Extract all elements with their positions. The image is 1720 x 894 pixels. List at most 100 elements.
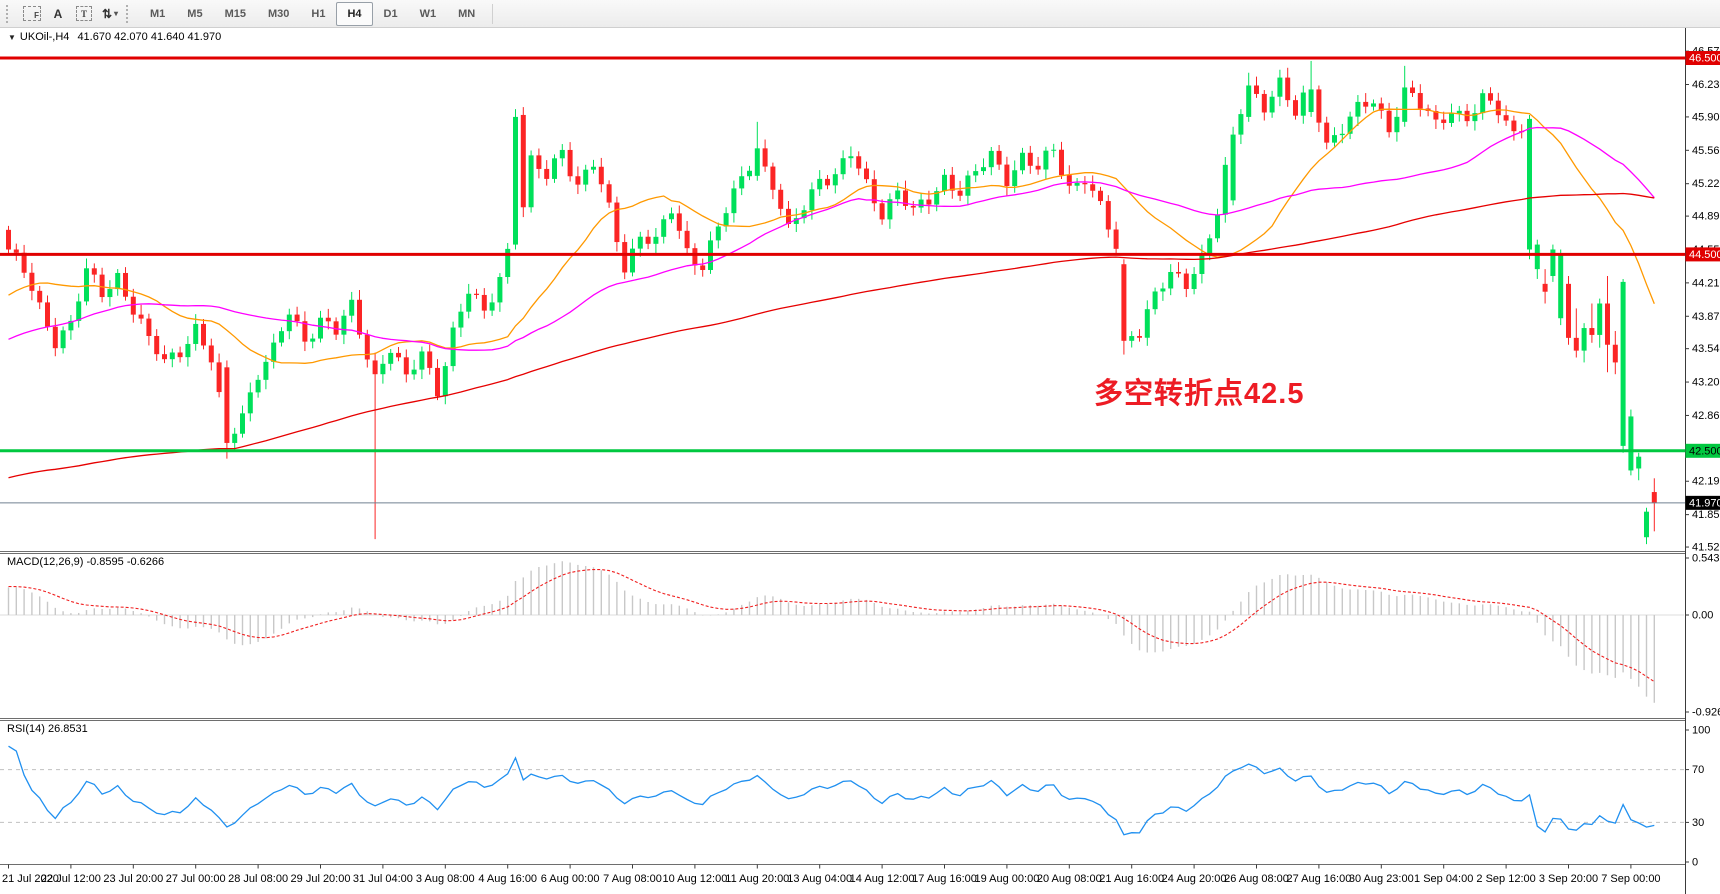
- time-axis-label: 26 Aug 08:00: [1224, 873, 1289, 885]
- svg-text:44.500: 44.500: [1689, 249, 1720, 261]
- svg-text:44.890: 44.890: [1692, 211, 1720, 223]
- svg-text:43.540: 43.540: [1692, 343, 1720, 355]
- time-axis-label: 2 Sep 12:00: [1476, 873, 1535, 885]
- svg-text:46.500: 46.500: [1689, 53, 1720, 65]
- svg-text:0.5439: 0.5439: [1692, 553, 1720, 565]
- price-badge-42.500: [1685, 443, 1720, 458]
- rsi-line: [8, 745, 1655, 836]
- rsi-pane[interactable]: [0, 745, 1685, 836]
- time-axis-label: 1 Sep 04:00: [1414, 873, 1473, 885]
- symbol-period-label: UKOil-,H4: [19, 31, 70, 43]
- svg-text:41.970: 41.970: [1689, 497, 1720, 509]
- svg-text:70: 70: [1692, 764, 1704, 776]
- timeframe-m30-button[interactable]: M30: [267, 7, 290, 20]
- price-badge-46.500: [1685, 51, 1720, 65]
- pane-separators[interactable]: [0, 551, 1720, 865]
- arrows-icon: ⇅: [101, 6, 113, 21]
- macd-signal-line: [8, 568, 1655, 683]
- svg-text:42.500: 42.500: [1689, 445, 1720, 457]
- time-axis-label: 7 Sep 00:00: [1601, 873, 1660, 885]
- time-axis-label: 27 Jul 00:00: [166, 873, 226, 885]
- arrows-tool-button[interactable]: ⇅ ▾: [97, 2, 123, 26]
- svg-text:42.190: 42.190: [1692, 476, 1720, 488]
- time-axis-label: 20 Aug 08:00: [1037, 873, 1102, 885]
- time-axis-label: 27 Aug 16:00: [1286, 873, 1351, 885]
- time-axis-label: 11 Aug 20:00: [725, 873, 789, 885]
- svg-text:100: 100: [1692, 725, 1710, 737]
- top-toolbar: F A T ⇅ ▾ M1 M5 M15 M30 H1 H4 D1 W1 MN: [0, 0, 1720, 28]
- toolbar-drag-handle[interactable]: [6, 4, 12, 23]
- svg-text:41.850: 41.850: [1692, 509, 1720, 521]
- moving-average-lines: [8, 108, 1655, 479]
- chart-canvas[interactable]: 46.57046.23045.90045.56045.22044.89044.5…: [0, 28, 1720, 894]
- candlestick-series: [6, 60, 1657, 545]
- timeframe-d1-button[interactable]: D1: [383, 7, 398, 20]
- time-axis-label: 7 Aug 08:00: [603, 873, 662, 885]
- svg-text:44.210: 44.210: [1692, 277, 1720, 289]
- svg-text:45.560: 45.560: [1692, 145, 1720, 157]
- text-icon: T: [76, 6, 92, 21]
- svg-text:43.200: 43.200: [1692, 377, 1720, 389]
- time-axis-label: 29 Jul 20:00: [291, 873, 351, 885]
- price-axis[interactable]: 46.57046.23045.90045.56045.22044.89044.5…: [1685, 28, 1720, 894]
- time-axis-label: 13 Aug 04:00: [787, 873, 852, 885]
- timeframe-m1-button[interactable]: M1: [150, 7, 166, 20]
- svg-text:42.860: 42.860: [1692, 410, 1720, 422]
- fibonacci-icon: F: [23, 6, 41, 21]
- ma-mid-line: [8, 126, 1655, 351]
- svg-text:0: 0: [1692, 857, 1698, 869]
- time-axis-label: 10 Aug 12:00: [662, 873, 727, 885]
- macd-pane[interactable]: [0, 561, 1685, 703]
- time-axis-label: 19 Aug 00:00: [974, 873, 1039, 885]
- timeframe-m15-button[interactable]: M15: [224, 7, 246, 20]
- letter-a-icon: A: [53, 6, 63, 21]
- svg-text:45.220: 45.220: [1692, 178, 1720, 190]
- time-axis-label: 22 Jul 12:00: [41, 873, 101, 885]
- time-axis-label: 30 Aug 23:00: [1349, 873, 1414, 885]
- ma-fast-line: [8, 108, 1655, 364]
- time-axis-label: 21 Jul 2020: [2, 873, 59, 885]
- timeframe-h1-button[interactable]: H1: [311, 7, 326, 20]
- chart-title: ▼ UKOil-,H4 41.670 42.070 41.640 41.970: [8, 31, 221, 43]
- svg-text:30: 30: [1692, 817, 1704, 829]
- price-badge-41.970: [1685, 495, 1720, 510]
- timeframe-mn-button[interactable]: MN: [458, 7, 476, 20]
- chart-annotation[interactable]: 多空转折点42.5: [1094, 378, 1305, 410]
- ma-slow-line: [8, 192, 1655, 479]
- time-axis-label: 3 Sep 20:00: [1539, 873, 1598, 885]
- arrow-label-tool-button[interactable]: A: [45, 2, 71, 26]
- time-axis-label: 28 Jul 08:00: [228, 873, 288, 885]
- chevron-down-icon: ▾: [114, 9, 119, 18]
- svg-text:43.870: 43.870: [1692, 311, 1720, 323]
- toolbar-drag-handle[interactable]: [126, 4, 132, 23]
- svg-text:46.230: 46.230: [1692, 79, 1720, 91]
- time-axis-label: 24 Aug 20:00: [1162, 873, 1227, 885]
- svg-text:0.00: 0.00: [1692, 610, 1713, 622]
- horizontal-level-lines[interactable]: [0, 56, 1685, 504]
- timeframe-w1-button[interactable]: W1: [419, 7, 437, 20]
- svg-text:41.520: 41.520: [1692, 542, 1720, 554]
- svg-text:45.900: 45.900: [1692, 111, 1720, 123]
- time-axis-label: 14 Aug 12:00: [850, 873, 915, 885]
- price-badge-44.500: [1685, 247, 1720, 262]
- svg-text:-0.9263: -0.9263: [1692, 707, 1720, 719]
- fibonacci-tool-button[interactable]: F: [19, 2, 45, 26]
- text-tool-button[interactable]: T: [71, 2, 97, 26]
- ohlc-values: 41.670 42.070 41.640 41.970: [77, 31, 222, 43]
- title-marker-icon: ▼: [8, 33, 16, 42]
- rsi-indicator-label: RSI(14) 26.8531: [7, 723, 88, 735]
- time-axis-label: 31 Jul 04:00: [353, 873, 413, 885]
- time-axis-label: 17 Aug 16:00: [912, 873, 977, 885]
- timeframe-buttons: M1 M5 M15 M30 H1 H4 D1 W1 MN: [139, 1, 486, 26]
- time-axis-label: 23 Jul 20:00: [103, 873, 163, 885]
- time-axis-label: 4 Aug 16:00: [478, 873, 537, 885]
- timeframe-h4-button[interactable]: H4: [336, 1, 373, 26]
- time-axis-label: 21 Aug 16:00: [1099, 873, 1164, 885]
- time-axis-label: 6 Aug 00:00: [541, 873, 600, 885]
- timeframe-m5-button[interactable]: M5: [187, 7, 203, 20]
- toolbar-separator: [492, 3, 494, 24]
- time-axis-label: 3 Aug 08:00: [416, 873, 475, 885]
- macd-indicator-label: MACD(12,26,9) -0.8595 -0.6266: [7, 556, 165, 568]
